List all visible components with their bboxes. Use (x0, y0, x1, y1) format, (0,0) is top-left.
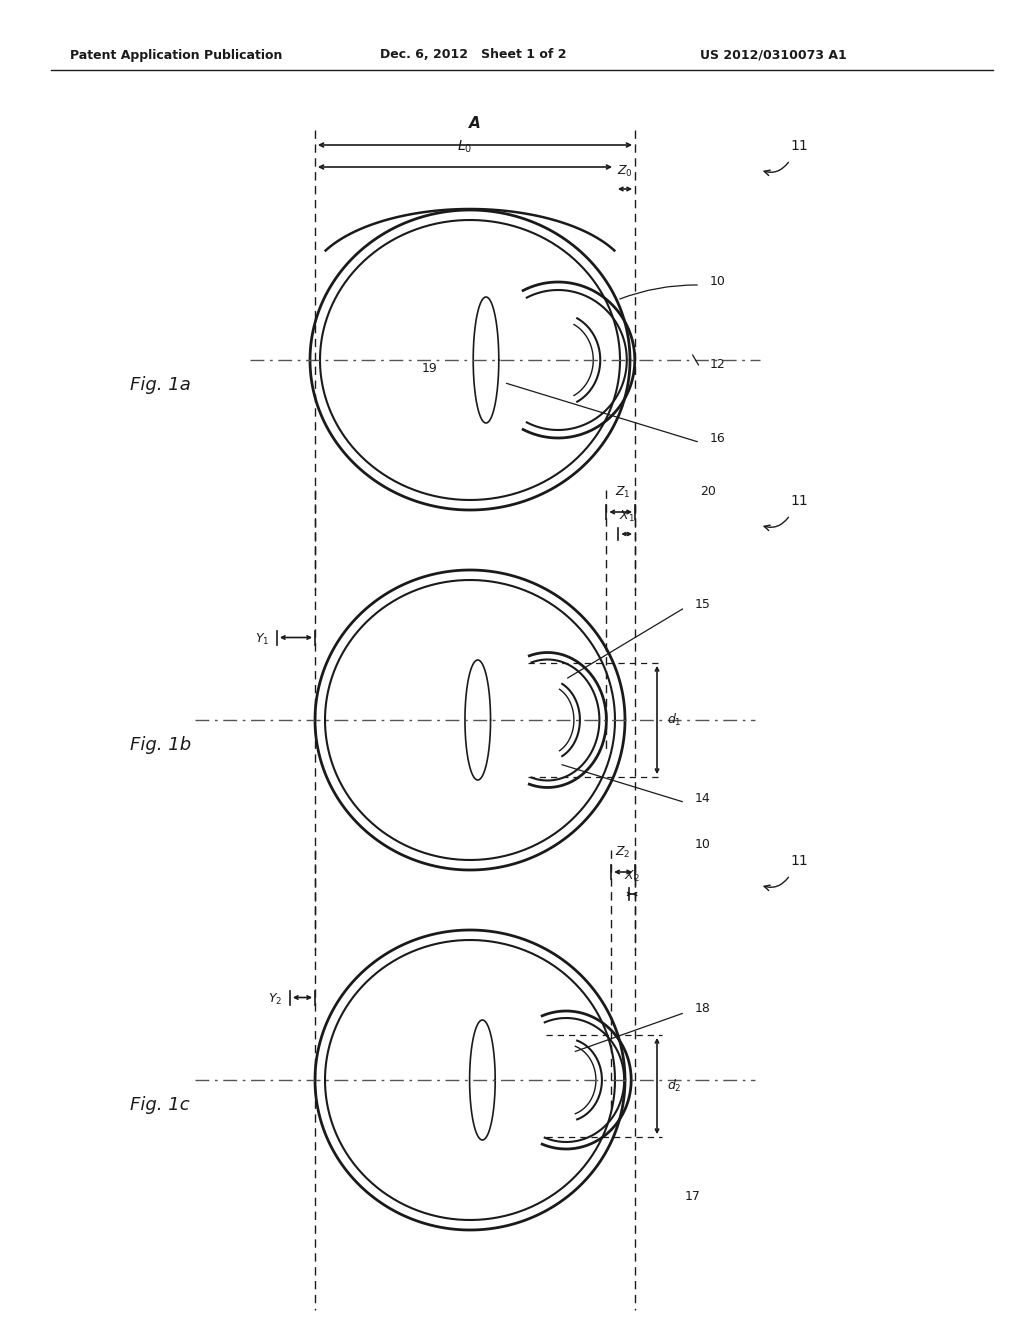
Text: 11: 11 (790, 854, 808, 869)
Text: 17: 17 (685, 1191, 700, 1203)
Text: Patent Application Publication: Patent Application Publication (70, 49, 283, 62)
Text: $L_0$: $L_0$ (458, 139, 473, 154)
Text: 11: 11 (790, 139, 808, 153)
Text: US 2012/0310073 A1: US 2012/0310073 A1 (700, 49, 847, 62)
Text: $Y_1$: $Y_1$ (255, 632, 269, 647)
Text: $Y_2$: $Y_2$ (267, 991, 282, 1007)
Text: $X_1$: $X_1$ (618, 510, 635, 524)
Text: $Z_1$: $Z_1$ (614, 484, 631, 500)
Text: $d_1$: $d_1$ (667, 711, 682, 729)
Text: Fig. 1a: Fig. 1a (130, 376, 190, 393)
Text: 14: 14 (695, 792, 711, 805)
Text: A: A (469, 116, 481, 131)
Text: $Z_0$: $Z_0$ (617, 164, 633, 180)
Text: $Z_2$: $Z_2$ (615, 845, 631, 861)
Text: 12: 12 (710, 358, 726, 371)
Text: $X_2$: $X_2$ (625, 869, 640, 884)
Text: 15: 15 (695, 598, 711, 610)
Text: Fig. 1c: Fig. 1c (130, 1096, 189, 1114)
Text: Fig. 1b: Fig. 1b (130, 737, 191, 754)
Text: 18: 18 (695, 1002, 711, 1015)
Text: 20: 20 (700, 484, 716, 498)
Text: 10: 10 (695, 837, 711, 850)
Text: Dec. 6, 2012   Sheet 1 of 2: Dec. 6, 2012 Sheet 1 of 2 (380, 49, 566, 62)
Text: 16: 16 (710, 433, 726, 446)
Text: 11: 11 (790, 494, 808, 508)
Text: 19: 19 (422, 362, 438, 375)
Text: $d_2$: $d_2$ (667, 1078, 682, 1094)
Text: 10: 10 (710, 275, 726, 288)
